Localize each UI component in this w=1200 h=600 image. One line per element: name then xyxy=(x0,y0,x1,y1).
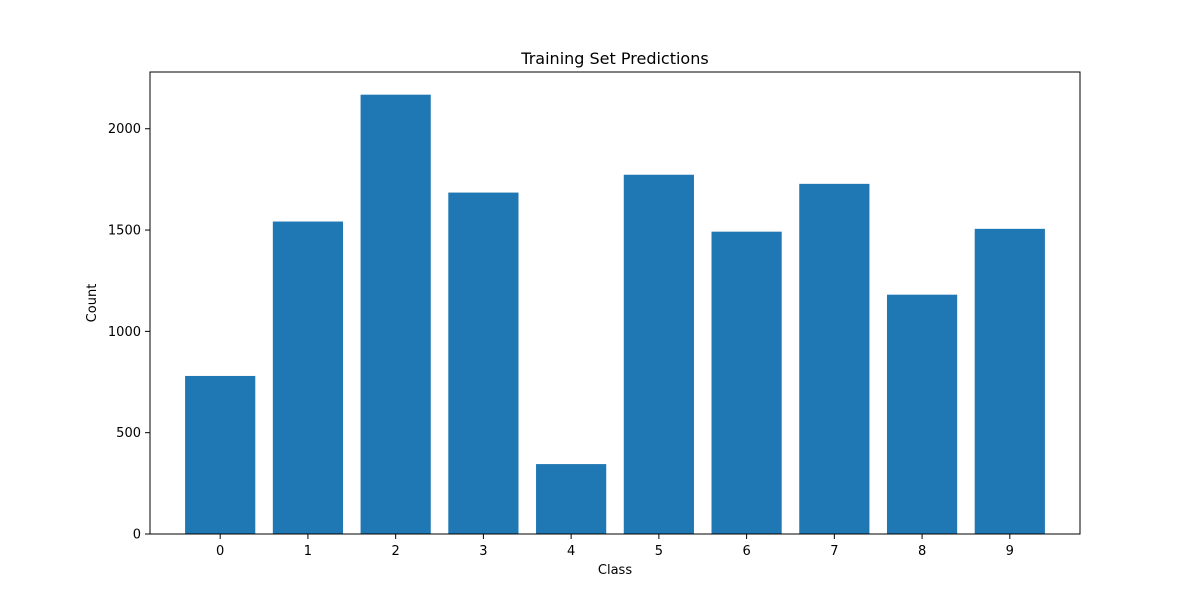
x-axis-label: Class xyxy=(598,563,632,578)
x-tick-label: 1 xyxy=(304,544,312,559)
bar-class-3 xyxy=(448,192,519,534)
x-tick-label: 6 xyxy=(742,544,750,559)
x-tick-label: 2 xyxy=(392,544,400,559)
y-axis-label: Count xyxy=(85,284,100,323)
bar-class-1 xyxy=(272,221,344,535)
x-tick-label: 7 xyxy=(830,544,838,559)
bars-layer xyxy=(185,94,1045,535)
bar-class-8 xyxy=(886,294,958,534)
chart-title: Training Set Predictions xyxy=(520,49,708,68)
y-tick-label: 1000 xyxy=(108,325,141,340)
bar-class-0 xyxy=(185,375,256,534)
y-axis-ticks: 0 500 1000 1500 2000 xyxy=(108,122,150,543)
bar-class-4 xyxy=(536,464,607,534)
bar-class-9 xyxy=(974,228,1045,534)
y-tick-label: 2000 xyxy=(108,122,141,137)
plot-frame xyxy=(149,71,1081,535)
y-tick-label: 1500 xyxy=(108,224,141,239)
bar-class-5 xyxy=(623,174,694,535)
x-tick-label: 0 xyxy=(216,544,224,559)
bar-class-6 xyxy=(711,231,782,535)
y-tick-label: 500 xyxy=(116,426,141,441)
x-tick-label: 3 xyxy=(479,544,487,559)
x-tick-label: 4 xyxy=(567,544,575,559)
x-axis-ticks: 0 1 2 3 4 5 6 7 8 9 xyxy=(216,534,1014,559)
x-tick-label: 5 xyxy=(655,544,663,559)
x-tick-label: 9 xyxy=(1006,544,1014,559)
bar-class-7 xyxy=(799,183,870,534)
bar-class-2 xyxy=(360,94,431,534)
y-tick-label: 0 xyxy=(133,528,141,543)
x-tick-label: 8 xyxy=(918,544,926,559)
